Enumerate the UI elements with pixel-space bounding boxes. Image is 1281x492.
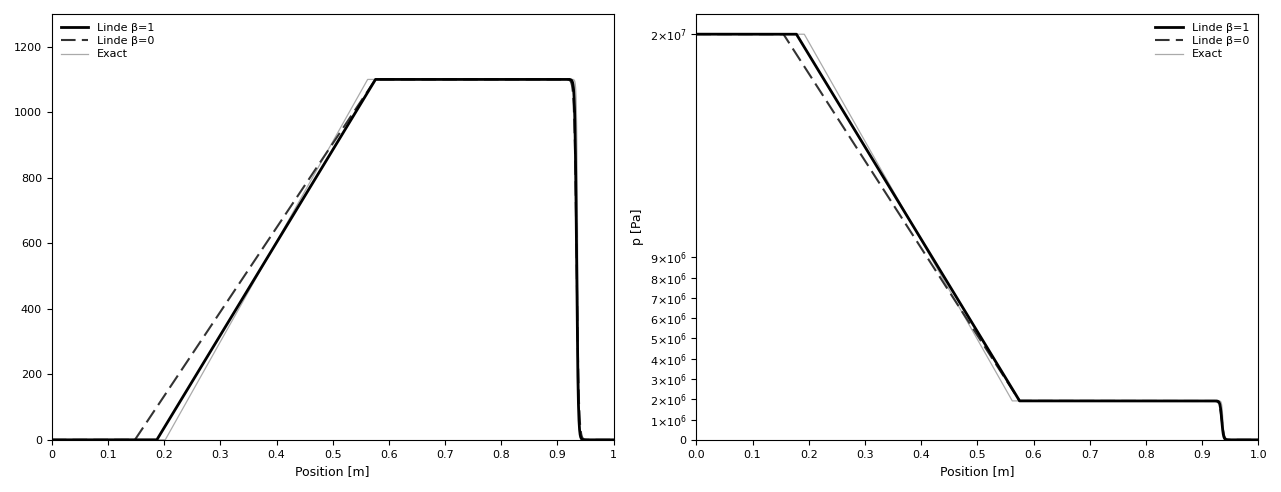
- X-axis label: Position [m]: Position [m]: [940, 465, 1015, 478]
- Y-axis label: p [Pa]: p [Pa]: [632, 209, 644, 245]
- Legend: Linde β=1, Linde β=0, Exact: Linde β=1, Linde β=0, Exact: [1152, 20, 1253, 63]
- Legend: Linde β=1, Linde β=0, Exact: Linde β=1, Linde β=0, Exact: [58, 20, 158, 63]
- X-axis label: Position [m]: Position [m]: [296, 465, 370, 478]
